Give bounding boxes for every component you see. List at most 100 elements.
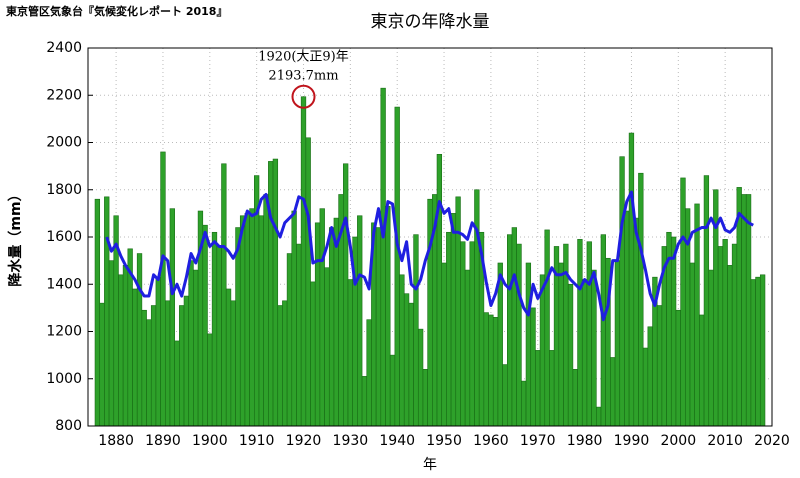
bar bbox=[717, 246, 724, 427]
bar bbox=[328, 227, 335, 427]
bar bbox=[446, 231, 452, 427]
bar bbox=[535, 350, 541, 427]
bar bbox=[385, 205, 391, 427]
bar bbox=[314, 222, 321, 427]
bar bbox=[179, 305, 185, 427]
x-tick-label: 2010 bbox=[707, 433, 743, 449]
bar bbox=[399, 274, 405, 427]
bar bbox=[380, 87, 386, 427]
bar bbox=[539, 274, 546, 427]
bar bbox=[155, 276, 161, 427]
bar bbox=[511, 227, 517, 427]
bar bbox=[703, 175, 710, 427]
bar bbox=[722, 239, 728, 427]
bar bbox=[736, 187, 742, 427]
x-tick-label: 2020 bbox=[754, 433, 790, 449]
x-tick-label: 1990 bbox=[614, 433, 650, 449]
bar bbox=[680, 177, 686, 427]
x-tick-label: 1880 bbox=[98, 433, 134, 449]
bar bbox=[361, 376, 368, 427]
x-tick-label: 1950 bbox=[426, 433, 462, 449]
bar bbox=[577, 239, 583, 427]
bar bbox=[699, 314, 705, 427]
bar bbox=[600, 234, 606, 427]
source: 東京管区気象台『気候変化レポート 2018』 bbox=[6, 4, 227, 18]
bar bbox=[581, 279, 588, 427]
bar bbox=[188, 260, 194, 427]
bar bbox=[389, 354, 396, 427]
bar bbox=[436, 154, 443, 427]
bar bbox=[469, 241, 475, 427]
bar bbox=[507, 234, 513, 427]
bar bbox=[324, 267, 330, 427]
bar bbox=[104, 196, 110, 427]
bar bbox=[624, 210, 630, 427]
bar bbox=[628, 132, 635, 427]
bar bbox=[136, 253, 143, 427]
bar bbox=[230, 300, 236, 427]
bar bbox=[141, 309, 147, 427]
bar bbox=[118, 274, 124, 427]
bar bbox=[759, 274, 766, 427]
bar bbox=[642, 347, 649, 427]
bar bbox=[525, 262, 532, 427]
bar bbox=[591, 269, 597, 427]
y-tick-label: 2400 bbox=[46, 40, 82, 56]
bar bbox=[305, 137, 311, 427]
bar bbox=[689, 262, 695, 427]
bar bbox=[755, 276, 761, 427]
running-mean-line bbox=[105, 190, 754, 322]
bar bbox=[638, 172, 644, 427]
bar bbox=[492, 317, 499, 427]
bar bbox=[656, 305, 663, 427]
y-tick-label: 2000 bbox=[46, 135, 82, 151]
bar bbox=[422, 368, 428, 427]
bar bbox=[239, 215, 246, 427]
annotation-text: 2193.7mm bbox=[268, 69, 338, 84]
bar bbox=[544, 229, 550, 427]
bar bbox=[300, 96, 307, 427]
bar bbox=[286, 253, 293, 427]
bar bbox=[745, 194, 752, 427]
bar bbox=[375, 227, 382, 427]
bar bbox=[464, 269, 471, 427]
bar bbox=[235, 227, 241, 427]
bar bbox=[596, 406, 602, 427]
bar bbox=[310, 281, 316, 427]
bar bbox=[750, 279, 756, 427]
bar bbox=[160, 151, 166, 427]
y-axis-label: 降水量（mm） bbox=[7, 187, 24, 286]
bar bbox=[483, 312, 489, 427]
bar bbox=[108, 260, 115, 427]
x-tick-label: 1910 bbox=[239, 433, 275, 449]
bar bbox=[258, 215, 264, 427]
bar bbox=[413, 234, 419, 427]
bar bbox=[408, 302, 414, 427]
x-tick-label: 1970 bbox=[520, 433, 556, 449]
x-tick-label: 1890 bbox=[145, 433, 181, 449]
bar bbox=[94, 198, 101, 427]
bar bbox=[460, 241, 466, 427]
bar bbox=[516, 243, 522, 427]
x-tick-label: 2000 bbox=[660, 433, 696, 449]
bar bbox=[502, 364, 508, 427]
y-tick-label: 2200 bbox=[46, 87, 82, 103]
bar bbox=[610, 357, 616, 427]
x-tick-label: 1900 bbox=[192, 433, 228, 449]
bar bbox=[244, 213, 250, 427]
bar bbox=[333, 217, 339, 427]
bar bbox=[146, 319, 152, 427]
bar bbox=[193, 269, 199, 427]
x-tick-label: 1960 bbox=[473, 433, 509, 449]
bar bbox=[150, 305, 157, 427]
bar bbox=[619, 156, 625, 427]
plot-frame bbox=[87, 47, 773, 427]
bar bbox=[558, 262, 564, 427]
bar bbox=[530, 307, 536, 427]
bar bbox=[277, 305, 283, 427]
bar bbox=[488, 314, 494, 427]
bar bbox=[291, 210, 297, 427]
y-tick-label: 1200 bbox=[46, 324, 82, 340]
bar bbox=[647, 326, 653, 427]
